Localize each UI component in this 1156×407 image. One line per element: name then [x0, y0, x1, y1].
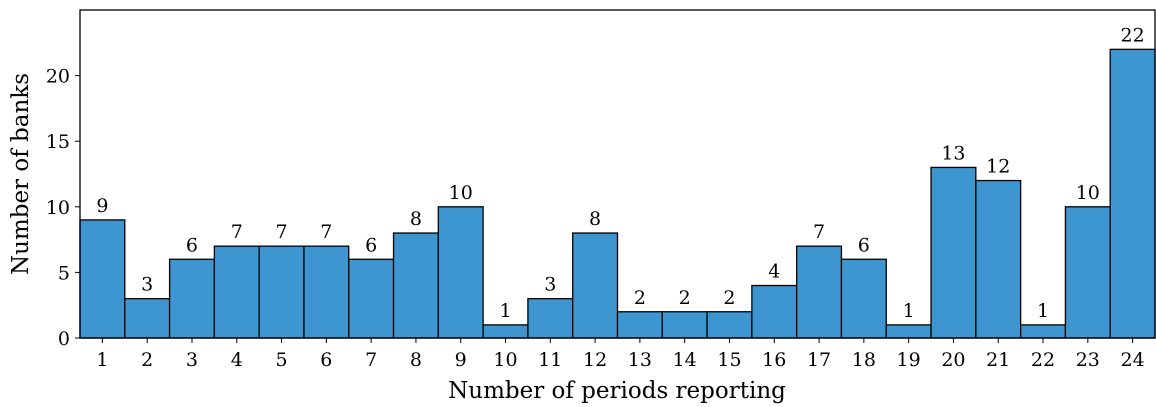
y-tick-label: 0 — [58, 328, 70, 350]
x-tick-label: 7 — [365, 349, 377, 371]
x-tick-label: 5 — [276, 349, 288, 371]
y-axis-label: Number of banks — [8, 73, 34, 275]
x-axis-label: Number of periods reporting — [448, 378, 786, 404]
bar — [79, 219, 126, 339]
bar — [706, 311, 753, 339]
bar — [796, 245, 843, 339]
x-tick-label: 11 — [538, 349, 562, 371]
y-tick-label: 20 — [46, 66, 70, 88]
value-label: 1 — [903, 300, 915, 322]
bar — [572, 232, 619, 339]
value-label: 7 — [231, 221, 243, 243]
bar — [840, 258, 887, 339]
x-tick-label: 17 — [807, 349, 831, 371]
y-tick-label: 15 — [46, 131, 70, 153]
value-label: 9 — [96, 195, 108, 217]
bar — [437, 206, 484, 339]
value-label: 10 — [449, 182, 473, 204]
bar — [1109, 48, 1156, 339]
x-tick-label: 13 — [628, 349, 652, 371]
x-tick-label: 12 — [583, 349, 607, 371]
bar — [303, 245, 350, 339]
value-label: 8 — [589, 208, 601, 230]
y-tick-label: 10 — [46, 197, 70, 219]
value-label: 2 — [634, 287, 646, 309]
x-tick-label: 8 — [410, 349, 422, 371]
x-tick-label: 9 — [455, 349, 467, 371]
bar — [1064, 206, 1111, 339]
value-label: 13 — [941, 142, 965, 164]
value-label: 7 — [813, 221, 825, 243]
x-tick-label: 16 — [762, 349, 786, 371]
value-label: 6 — [186, 234, 198, 256]
x-tick-label: 23 — [1076, 349, 1100, 371]
bar — [168, 258, 216, 339]
bar — [930, 166, 977, 339]
x-tick-label: 21 — [986, 349, 1010, 371]
bar — [258, 245, 305, 339]
value-label: 1 — [1037, 300, 1049, 322]
bar — [527, 297, 574, 339]
x-tick-label: 3 — [186, 349, 198, 371]
value-label: 8 — [410, 208, 422, 230]
value-label: 7 — [320, 221, 332, 243]
bar — [1019, 324, 1067, 339]
value-label: 4 — [768, 261, 780, 283]
bar — [975, 179, 1022, 339]
value-label: 12 — [986, 156, 1010, 178]
value-label: 6 — [858, 234, 870, 256]
x-tick-label: 14 — [673, 349, 697, 371]
bar — [661, 311, 708, 339]
value-label: 2 — [679, 287, 691, 309]
plot-frame — [79, 9, 1156, 339]
value-label: 3 — [141, 274, 153, 296]
value-label: 2 — [723, 287, 735, 309]
bar — [482, 324, 529, 339]
value-label: 3 — [544, 274, 556, 296]
x-tick-label: 19 — [897, 349, 921, 371]
x-tick-label: 20 — [941, 349, 965, 371]
value-label: 7 — [276, 221, 288, 243]
x-tick-label: 6 — [320, 349, 332, 371]
bar — [751, 284, 798, 339]
y-tick-label: 5 — [58, 262, 70, 284]
bar — [348, 258, 395, 339]
bar — [616, 311, 663, 339]
bar — [124, 297, 171, 339]
x-tick-label: 1 — [96, 349, 108, 371]
bar — [213, 245, 260, 339]
x-tick-label: 22 — [1031, 349, 1055, 371]
x-tick-label: 18 — [852, 349, 876, 371]
x-tick-label: 24 — [1121, 349, 1145, 371]
value-label: 6 — [365, 234, 377, 256]
value-label: 1 — [499, 300, 511, 322]
bar — [392, 232, 439, 339]
x-tick-label: 2 — [141, 349, 153, 371]
value-label: 22 — [1121, 24, 1145, 46]
x-tick-label: 10 — [493, 349, 517, 371]
bar — [885, 324, 932, 339]
value-label: 10 — [1076, 182, 1100, 204]
x-tick-label: 4 — [231, 349, 243, 371]
x-tick-label: 15 — [717, 349, 741, 371]
